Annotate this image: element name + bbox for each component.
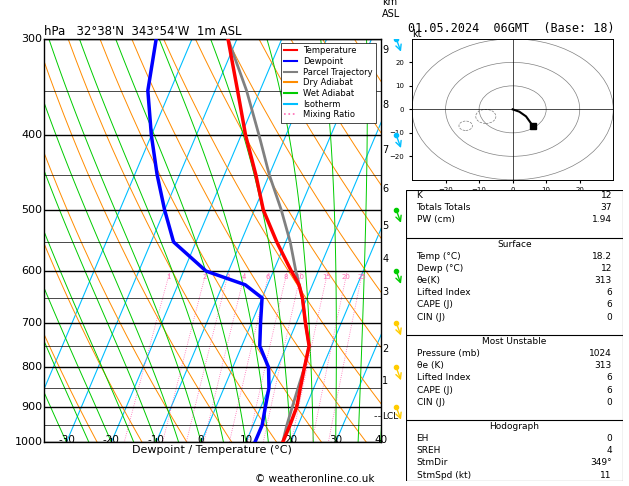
Text: 15: 15 <box>322 274 331 279</box>
Text: 12: 12 <box>601 191 612 200</box>
Text: 20: 20 <box>342 274 350 279</box>
Text: 20: 20 <box>284 434 298 445</box>
Text: SREH: SREH <box>416 446 441 455</box>
Text: 2: 2 <box>382 344 389 354</box>
Text: 1: 1 <box>382 376 388 386</box>
Text: 8: 8 <box>284 274 288 279</box>
Text: 1024: 1024 <box>589 349 612 358</box>
Text: 0: 0 <box>606 398 612 407</box>
Text: K: K <box>416 191 423 200</box>
Text: CIN (J): CIN (J) <box>416 312 445 322</box>
Legend: Temperature, Dewpoint, Parcel Trajectory, Dry Adiabat, Wet Adiabat, Isotherm, Mi: Temperature, Dewpoint, Parcel Trajectory… <box>281 43 376 122</box>
Text: 500: 500 <box>21 205 42 215</box>
Text: 6: 6 <box>382 184 388 194</box>
Text: kt: kt <box>412 29 421 39</box>
Text: 1.94: 1.94 <box>592 215 612 225</box>
Text: Totals Totals: Totals Totals <box>416 203 471 212</box>
Text: CIN (J): CIN (J) <box>416 398 445 407</box>
Text: EH: EH <box>416 434 429 443</box>
Text: 900: 900 <box>21 402 42 412</box>
Text: 4: 4 <box>606 446 612 455</box>
Text: Dewp (°C): Dewp (°C) <box>416 264 463 273</box>
Text: StmDir: StmDir <box>416 458 448 468</box>
Text: 25: 25 <box>357 274 366 279</box>
Text: 6: 6 <box>606 300 612 310</box>
Text: 7: 7 <box>382 145 389 155</box>
Text: -20: -20 <box>103 434 120 445</box>
Text: Lifted Index: Lifted Index <box>416 288 470 297</box>
Text: 4: 4 <box>382 254 388 264</box>
X-axis label: Dewpoint / Temperature (°C): Dewpoint / Temperature (°C) <box>132 445 292 455</box>
Text: LCL: LCL <box>382 412 399 421</box>
Text: Temp (°C): Temp (°C) <box>416 252 461 261</box>
Text: 313: 313 <box>594 361 612 370</box>
Text: 6: 6 <box>266 274 270 279</box>
Text: 600: 600 <box>21 266 42 276</box>
Text: 0: 0 <box>198 434 204 445</box>
Text: 400: 400 <box>21 130 42 140</box>
Text: 11: 11 <box>600 470 612 480</box>
Text: © weatheronline.co.uk: © weatheronline.co.uk <box>255 473 374 484</box>
Text: km
ASL: km ASL <box>382 0 401 18</box>
Text: 8: 8 <box>382 100 388 109</box>
Text: 4: 4 <box>242 274 246 279</box>
Text: hPa   32°38'N  343°54'W  1m ASL: hPa 32°38'N 343°54'W 1m ASL <box>44 25 242 38</box>
Text: 0: 0 <box>606 434 612 443</box>
Text: 01.05.2024  06GMT  (Base: 18): 01.05.2024 06GMT (Base: 18) <box>408 22 614 35</box>
Text: 3: 3 <box>382 287 388 296</box>
Text: CAPE (J): CAPE (J) <box>416 300 452 310</box>
Text: 2: 2 <box>203 274 207 279</box>
Text: Surface: Surface <box>497 240 532 249</box>
Text: 40: 40 <box>374 434 387 445</box>
Text: 9: 9 <box>382 45 388 55</box>
Text: Lifted Index: Lifted Index <box>416 373 470 382</box>
Text: StmSpd (kt): StmSpd (kt) <box>416 470 470 480</box>
Text: -10: -10 <box>148 434 165 445</box>
Text: CAPE (J): CAPE (J) <box>416 385 452 395</box>
Text: 30: 30 <box>329 434 342 445</box>
Text: 10: 10 <box>240 434 252 445</box>
Text: 300: 300 <box>21 34 42 44</box>
Text: 349°: 349° <box>590 458 612 468</box>
Text: Pressure (mb): Pressure (mb) <box>416 349 479 358</box>
Text: 0: 0 <box>606 312 612 322</box>
Text: θe (K): θe (K) <box>416 361 443 370</box>
Text: 1: 1 <box>166 274 170 279</box>
Text: PW (cm): PW (cm) <box>416 215 454 225</box>
Text: 6: 6 <box>606 385 612 395</box>
Text: 12: 12 <box>601 264 612 273</box>
Text: 5: 5 <box>382 221 389 231</box>
Text: 3: 3 <box>225 274 230 279</box>
Text: 18.2: 18.2 <box>592 252 612 261</box>
Text: 700: 700 <box>21 318 42 328</box>
Text: -30: -30 <box>58 434 75 445</box>
Text: θe(K): θe(K) <box>416 276 440 285</box>
Text: 37: 37 <box>600 203 612 212</box>
Text: 1000: 1000 <box>14 437 42 447</box>
Text: 6: 6 <box>606 373 612 382</box>
Text: Hodograph: Hodograph <box>489 422 539 431</box>
Text: Most Unstable: Most Unstable <box>482 337 547 346</box>
Text: 6: 6 <box>606 288 612 297</box>
Text: 800: 800 <box>21 363 42 372</box>
Text: 10: 10 <box>296 274 304 279</box>
Text: 313: 313 <box>594 276 612 285</box>
